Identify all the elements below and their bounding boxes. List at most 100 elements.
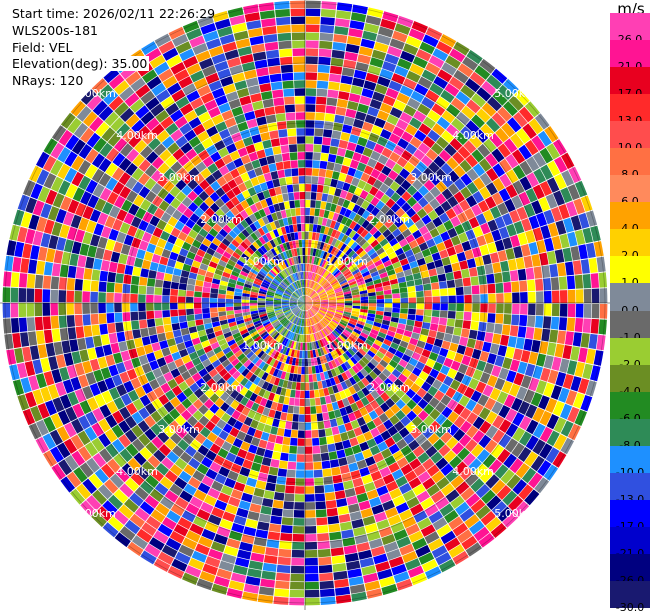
radar-gate [90,292,98,303]
radar-gate [551,317,559,330]
radar-gate [305,407,311,415]
radar-gate [289,398,295,406]
radar-gate [305,478,314,486]
radar-gate [314,390,319,398]
radar-gate [36,331,45,345]
radar-gate [342,537,355,546]
radar-gate [276,113,286,122]
radar-gate [234,306,242,310]
radar-gate [430,275,438,283]
radar-gate [305,502,315,510]
radar-gate [334,163,342,172]
radar-gate [519,280,527,291]
radar-gate [278,557,291,565]
radar-gate [576,289,584,303]
radar-gate [316,105,326,113]
radar-gate [299,407,305,415]
radar-gate [132,329,141,339]
radar-gate [103,250,113,261]
radar-gate [470,321,478,330]
radar-gate [46,248,56,262]
radar-gate [323,186,330,194]
radar-gate [488,294,496,303]
radar-gate [334,26,348,35]
radar-gate [305,526,316,534]
radar-gate [295,96,305,104]
radar-gate [50,303,58,316]
radar-gate [448,288,456,296]
radar-gate [291,168,298,176]
radar-gate [314,128,323,136]
radar-gate [309,232,313,240]
radar-gate [555,249,565,263]
radar-gate [353,300,360,303]
radar-gate [480,313,488,322]
radar-gate [194,291,202,297]
radar-gate [527,280,535,292]
radar-gate [273,596,288,605]
radar-gate [326,500,337,509]
radar-gate [305,574,319,582]
radar-gate [536,304,544,316]
radar-gate [186,309,194,315]
radar-gate [218,289,226,294]
radar-gate [202,298,210,303]
radar-gate [333,563,347,572]
radar-gate [300,383,304,391]
radar-gate [431,317,439,324]
radar-gate [139,320,147,329]
range-ring-label: 1.00km [326,339,368,352]
radar-gate [247,568,262,578]
radar-gate [264,449,273,458]
radar-gate [290,390,296,398]
radar-gate [294,80,305,88]
radar-gate [323,469,332,477]
radar-gate [583,274,592,288]
radar-gate [165,331,174,339]
radar-gate [317,533,329,541]
radar-gate [305,454,313,462]
radar-gate [162,310,170,317]
radar-gate [334,483,344,492]
radar-gate [218,294,226,299]
radar-gate [252,545,266,555]
start-time-text: Start time: 2026/02/11 22:26:29 [12,6,215,23]
radar-gate [274,589,289,598]
radar-gate [446,272,455,280]
radar-gate [346,455,356,464]
radar-gate [463,277,471,286]
radar-gate [333,571,347,580]
radar-gate [170,310,178,317]
radar-gate [315,501,326,509]
radar-gate [282,517,293,525]
radar-gate [361,297,369,301]
radar-gate [296,128,305,136]
radar-gate [142,260,151,270]
radar-gate [315,485,325,493]
radar-gate [122,293,130,302]
radar-gate [334,579,349,588]
radar-gate [252,101,264,111]
radar-gate [407,314,415,320]
radar-gate [305,486,314,494]
radar-gate [445,326,454,335]
radar-gate [138,303,146,311]
radar-gate [150,262,159,271]
radar-gate [178,296,186,302]
radar-gate [328,82,340,91]
radar-gate [287,185,294,193]
radar-gate [344,52,358,62]
radar-gate [581,259,590,274]
radar-gate [306,40,319,48]
radar-gate [156,272,165,281]
radar-gate [472,304,480,313]
radar-gate [107,272,116,283]
radar-gate [4,334,13,350]
range-ring-label: 5.00km [494,507,536,520]
radar-gate [361,300,369,303]
radar-gate [130,303,138,312]
radar-gate [451,335,460,344]
radar-gate [288,193,294,201]
radar-gate [83,280,91,291]
radar-gate [591,273,599,288]
